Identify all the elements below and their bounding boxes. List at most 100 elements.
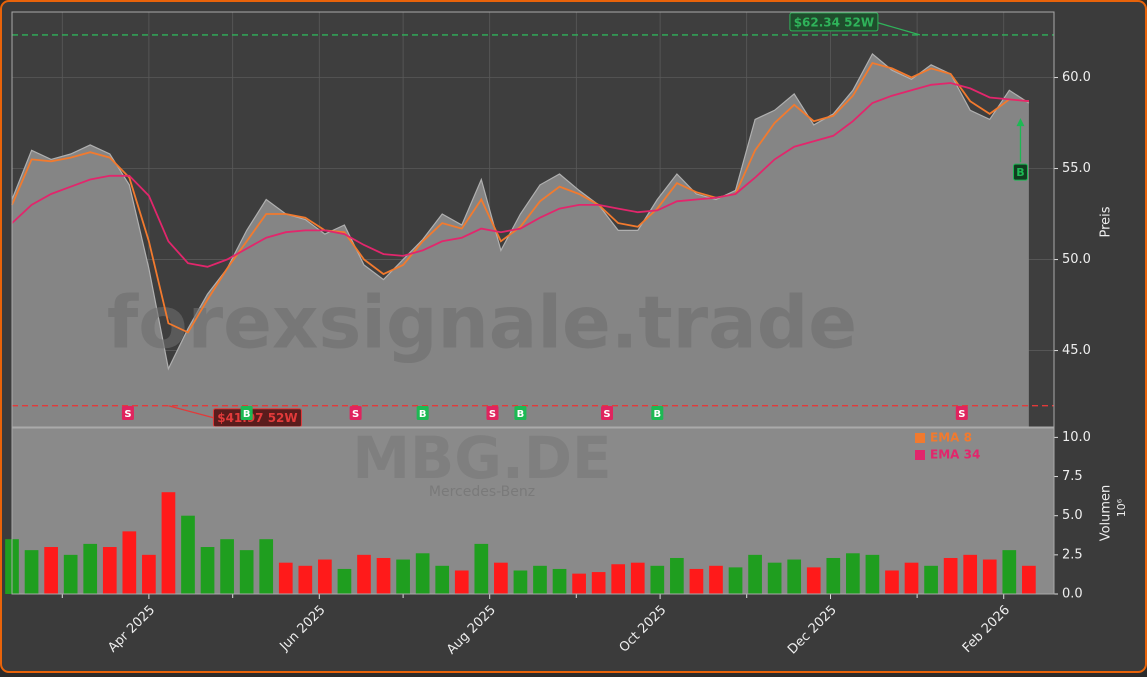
volume-bar xyxy=(259,539,274,594)
volume-bar xyxy=(102,547,117,594)
watermark: forexsignale.trade xyxy=(107,281,857,365)
level-arrow xyxy=(874,21,921,36)
volume-bar xyxy=(337,568,352,594)
y-axis-label: Preis xyxy=(1099,206,1114,237)
y-tick-label: 0.0 xyxy=(1062,587,1083,602)
volume-bar xyxy=(591,572,606,594)
volume-bar xyxy=(474,543,489,594)
volume-bar xyxy=(670,557,684,594)
volume-bar xyxy=(122,531,137,594)
volume-bar xyxy=(200,547,215,594)
volume-bar xyxy=(787,559,802,594)
signal-label: S xyxy=(124,409,131,420)
volume-bar xyxy=(1022,565,1036,594)
volume-bar xyxy=(220,539,234,594)
volume-bar xyxy=(689,568,704,594)
volume-bar xyxy=(924,565,938,594)
y-tick-label: 60.0 xyxy=(1062,70,1091,85)
signal-label: B xyxy=(654,409,662,420)
volume-bar xyxy=(181,515,195,594)
signal-marker xyxy=(601,406,614,420)
annotation-box xyxy=(1012,163,1028,181)
signal-marker xyxy=(240,406,253,420)
watermark-subtitle: Mercedes-Benz xyxy=(429,484,535,500)
signal-label: B xyxy=(419,409,427,420)
level-label: $62.34 52W xyxy=(794,15,874,29)
price-frame xyxy=(11,11,1055,428)
signal-label: S xyxy=(603,409,610,420)
annotation-label: B xyxy=(1016,166,1024,179)
volume-bar xyxy=(513,570,528,594)
volume-bar xyxy=(415,553,430,594)
ema-line xyxy=(11,61,1029,334)
volume-bar xyxy=(846,553,860,594)
volume-bar xyxy=(709,565,723,594)
price-line xyxy=(11,52,1030,371)
volume-bar xyxy=(142,554,156,594)
volume-bar xyxy=(44,547,58,594)
y-tick-label: 50.0 xyxy=(1062,252,1091,267)
signal-marker xyxy=(349,406,362,420)
volume-bar xyxy=(435,565,450,594)
volume-bar xyxy=(533,565,547,594)
volume-bar xyxy=(494,562,508,594)
volume-bar xyxy=(767,562,782,594)
volume-bar xyxy=(982,559,997,594)
volume-bar xyxy=(298,565,313,594)
volume-bar xyxy=(454,570,469,594)
y-tick-label: 7.5 xyxy=(1062,469,1083,484)
signal-marker xyxy=(651,406,664,420)
volume-bar xyxy=(885,570,899,594)
volume-bar xyxy=(24,550,39,594)
legend-swatch xyxy=(915,450,925,460)
volume-bar xyxy=(943,557,958,594)
volume-bar xyxy=(728,567,743,594)
annotation-arrowhead xyxy=(1016,118,1025,127)
volume-bar xyxy=(630,562,645,594)
price-area xyxy=(12,53,1029,428)
signal-label: B xyxy=(517,409,525,420)
volume-bar xyxy=(572,573,586,594)
signal-marker xyxy=(416,406,429,420)
volume-bar xyxy=(748,554,762,594)
volume-bar xyxy=(396,559,410,594)
watermark: MBG.DE xyxy=(352,424,611,492)
legend-label: EMA 34 xyxy=(930,448,980,462)
y-tick-label: 55.0 xyxy=(1062,161,1091,176)
level-label: $41.97 52W xyxy=(217,411,297,425)
level-arrow xyxy=(168,405,214,419)
volume-bar xyxy=(1002,550,1017,594)
volume-bar xyxy=(357,554,371,594)
signal-label: B xyxy=(243,409,251,420)
y-tick-label: 5.0 xyxy=(1062,508,1083,523)
volume-bar xyxy=(161,492,176,594)
volume-bar xyxy=(318,559,332,594)
level-label-box xyxy=(789,12,879,32)
plot-layer: 45.0 50.0 55.0 60.0 forexsignale.trade $62.34… xyxy=(5,12,1128,658)
ema-line xyxy=(11,82,1029,268)
y-tick-label: 45.0 xyxy=(1062,343,1091,358)
legend-label: EMA 8 xyxy=(930,431,972,445)
signal-label: S xyxy=(958,409,965,420)
signal-marker xyxy=(514,406,527,420)
volume-bar xyxy=(552,568,567,594)
volume-bar xyxy=(83,543,98,594)
signal-label: S xyxy=(489,409,496,420)
volume-bar xyxy=(376,557,391,594)
volume-bar xyxy=(826,557,841,594)
y-tick-label: 2.5 xyxy=(1062,547,1083,562)
volume-bar xyxy=(650,565,665,594)
volume-bar xyxy=(806,567,821,594)
volume-bar xyxy=(278,562,293,594)
signal-marker xyxy=(955,406,968,420)
y-scale-label: 10⁶ xyxy=(1115,498,1128,517)
signal-marker xyxy=(486,406,499,420)
volume-bar xyxy=(611,564,626,594)
volume-frame xyxy=(11,427,1055,595)
volume-bar xyxy=(963,554,978,594)
signal-label: S xyxy=(352,409,359,420)
y-tick-label: 10.0 xyxy=(1062,430,1091,445)
volume-bar xyxy=(63,554,78,594)
volume-bar xyxy=(239,550,254,594)
